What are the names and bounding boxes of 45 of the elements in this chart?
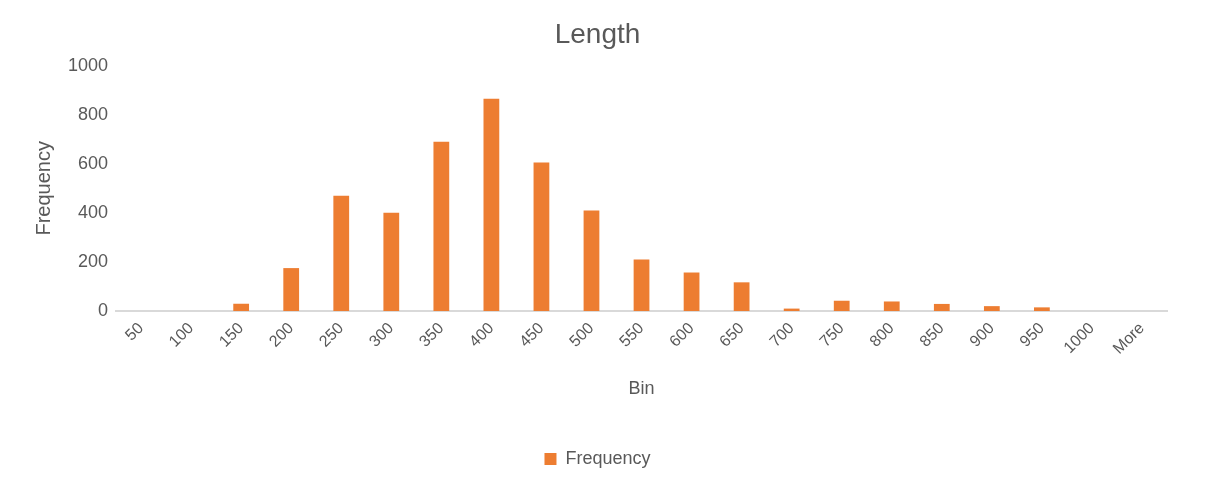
x-tick-label: 100	[165, 318, 197, 350]
bar	[683, 272, 700, 312]
chart-title: Length	[554, 17, 641, 49]
bar	[283, 268, 300, 312]
legend-label: Frequency	[565, 447, 651, 468]
x-tick-label: 550	[615, 318, 647, 350]
y-tick-label: 1000	[68, 54, 109, 75]
x-tick-label: 850	[916, 318, 948, 350]
x-tick-label: 700	[765, 318, 797, 350]
x-tick-label: 950	[1016, 318, 1048, 350]
x-tick-label: 200	[265, 318, 297, 350]
bar	[733, 282, 750, 312]
bar	[333, 195, 350, 312]
y-tick-label: 400	[78, 201, 109, 222]
x-tick-label: 500	[565, 318, 597, 350]
bar	[883, 301, 900, 312]
bar	[383, 212, 400, 312]
x-tick-label: 600	[665, 318, 697, 350]
x-tick-label: 900	[966, 318, 998, 350]
x-tick-label: 350	[415, 318, 447, 350]
bar	[933, 303, 950, 312]
bar	[983, 306, 1000, 312]
bar	[833, 300, 850, 312]
bar	[483, 98, 500, 312]
bar	[633, 259, 650, 312]
y-tick-label: 200	[78, 250, 109, 271]
x-tick-label: 250	[315, 318, 347, 350]
bar	[1034, 307, 1050, 312]
x-tick-label: 800	[866, 318, 898, 350]
x-axis-title: Bin	[628, 378, 655, 399]
x-tick-label: 750	[816, 318, 848, 350]
bar	[533, 162, 550, 312]
y-tick-label: 600	[78, 152, 109, 173]
y-tick-label: 800	[78, 103, 109, 124]
bar	[233, 303, 250, 312]
x-tick-label: 650	[715, 318, 747, 350]
x-tick-label: 50	[121, 318, 147, 344]
x-tick-label: 400	[465, 318, 497, 350]
x-tick-label: 150	[215, 318, 247, 350]
y-tick-label: 0	[98, 300, 109, 321]
bar	[433, 141, 450, 312]
bar	[583, 210, 600, 312]
x-tick-label: 450	[515, 318, 547, 350]
y-axis-title: Frequency	[31, 141, 54, 236]
x-tick-label: 300	[365, 318, 397, 350]
